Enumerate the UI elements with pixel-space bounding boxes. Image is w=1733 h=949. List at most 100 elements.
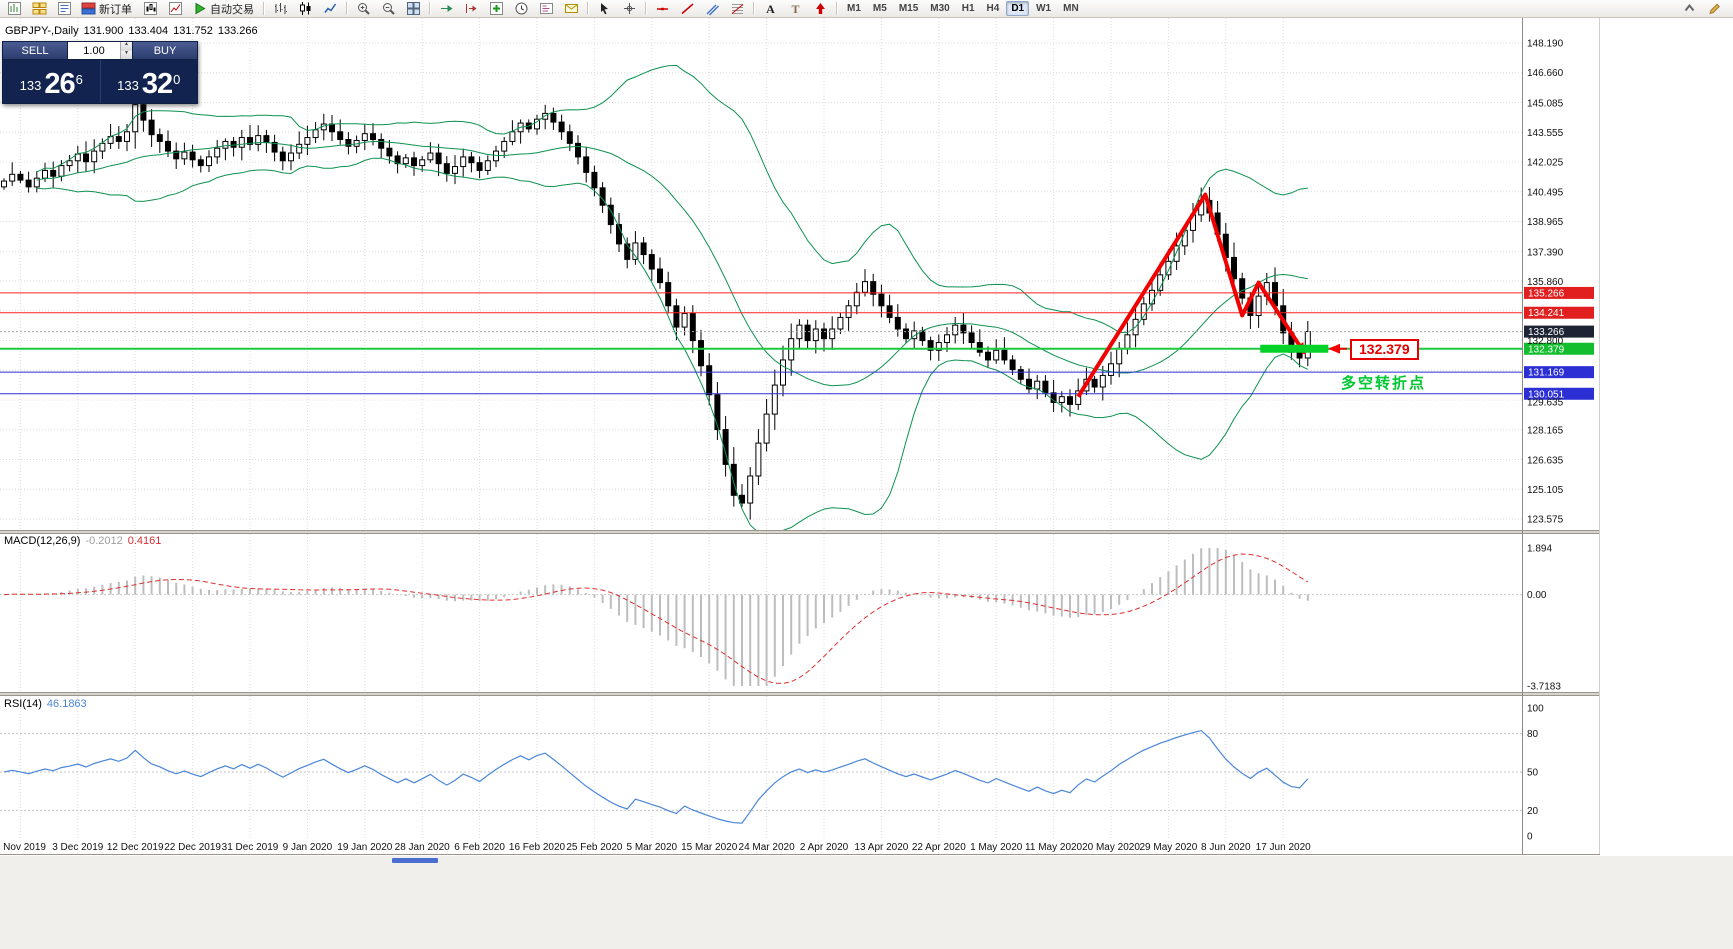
templates-button[interactable] [535,0,558,18]
grid-layer [0,18,1522,840]
text-label-icon: T [791,2,799,16]
auto-trading-button[interactable]: 自动交易 [189,0,259,18]
volume-value[interactable]: 1.00 [83,44,105,57]
svg-text:137.390: 137.390 [1527,247,1564,258]
marker-lines[interactable]: 135.266 134.241 133.266 132.379 131.169 130.0… [0,286,1594,400]
close-value: 133.266 [217,25,258,37]
rsi-header: RSI(14) 46.1863 [4,698,92,710]
fibonacci-icon [731,4,744,14]
timeframe-w1-button[interactable]: W1 [1036,3,1052,14]
highlight-bar[interactable] [1260,344,1329,353]
timeframe-h1-button[interactable]: H1 [961,3,975,14]
volume-up-icon[interactable]: ▲ [121,42,132,51]
h-scrollbar-thumb[interactable] [392,858,438,863]
macd-title: MACD(12,26,9) [4,535,81,547]
timeframe-d1-button[interactable]: D1 [1006,1,1030,16]
timeframe-m30-button[interactable]: M30 [930,3,950,14]
chart-ohlc-header: GBPJPY-,Daily 131.900 133.404 131.752 133.26… [5,25,263,37]
auto-scroll-button[interactable] [435,0,458,18]
new-order-label: 新订单 [99,3,132,16]
timeframe-m15-button[interactable]: M15 [898,3,919,14]
indicators-icon [490,2,503,15]
cursor-icon [601,3,608,15]
equidistant-channel-button[interactable] [701,0,724,18]
svg-text:T: T [791,2,799,16]
svg-text:2 Apr 2020: 2 Apr 2020 [800,842,849,853]
chart-window-icon [144,2,157,15]
svg-text:17 Jun 2020: 17 Jun 2020 [1256,842,1311,853]
zoom-out-button[interactable] [377,0,400,18]
svg-text:129.635: 129.635 [1527,397,1564,408]
buy-button[interactable]: BUY [132,41,198,60]
fibonacci-button[interactable] [726,0,749,18]
profiles-icon [32,2,47,15]
svg-text:1.894: 1.894 [1527,544,1552,555]
price-annotation-box[interactable]: 132.379 [1350,339,1419,360]
price-chart[interactable]: 135.266 134.241 133.266 132.379 131.169 130.0… [0,18,1733,949]
sell-button[interactable]: SELL [2,41,68,60]
sell-price[interactable]: 133 26 6 [3,60,101,103]
svg-text:131.169: 131.169 [1528,368,1565,379]
text-label-button[interactable]: T [784,0,807,18]
candlestick-chart-icon [300,2,311,15]
volume-field[interactable]: 1.00 ▲ ▼ [68,41,132,60]
indicators-button[interactable] [485,0,508,18]
volume-down-icon[interactable]: ▼ [121,50,132,59]
new-order-icon [81,2,96,15]
arrows-button[interactable] [809,0,832,18]
svg-text:132.800: 132.800 [1527,336,1564,347]
svg-text:16 Feb 2020: 16 Feb 2020 [509,842,566,853]
svg-text:128.165: 128.165 [1527,426,1564,437]
svg-text:138.965: 138.965 [1527,217,1564,228]
trendline-icon [681,3,694,15]
profiles-button[interactable] [28,0,51,18]
one-click-trading-panel: SELL 1.00 ▲ ▼ BUY 133 26 6 133 32 0 [2,41,198,104]
expand-button[interactable] [1678,0,1701,18]
chart-shift-button[interactable] [460,0,483,18]
timeframe-m1-button[interactable]: M1 [847,3,861,14]
svg-text:135.860: 135.860 [1527,277,1564,288]
chart-window-button[interactable] [139,0,162,18]
pane-splitter[interactable] [0,530,1600,534]
bar-chart-button[interactable] [269,0,292,18]
alerts-button[interactable] [560,0,583,18]
zoom-in-button[interactable] [352,0,375,18]
timeframe-mn-button[interactable]: MN [1063,3,1079,14]
svg-text:9 Jan 2020: 9 Jan 2020 [283,842,333,853]
svg-text:143.555: 143.555 [1527,128,1564,139]
svg-text:25 Feb 2020: 25 Feb 2020 [566,842,623,853]
timeframe-m5-button[interactable]: M5 [872,3,887,14]
price-axis: 148.190 146.660 145.085 143.555 142.025 140.4… [1527,39,1564,843]
macd-main-value: -0.2012 [85,535,123,547]
line-chart-button[interactable] [319,0,342,18]
buy-price-big: 32 [141,68,173,100]
volume-spinner[interactable]: ▲ ▼ [120,42,132,59]
timeframe-h4-button[interactable]: H4 [986,3,1000,14]
strategy-tester-button[interactable] [164,0,187,18]
trend-arrow[interactable] [1076,192,1307,398]
cursor-button[interactable] [593,0,616,18]
crosshair-button[interactable] [618,0,641,18]
horizontal-line-icon [657,7,668,11]
new-order-button[interactable]: 新订单 [78,0,137,18]
turning-point-label[interactable]: 多空转折点 [1341,375,1427,392]
auto-trading-icon [195,2,206,15]
rsi-title: RSI(14) [4,698,42,710]
periods-icon [515,2,528,15]
tile-windows-icon [407,2,420,15]
trendline-button[interactable] [676,0,699,18]
candlestick-chart-button[interactable] [294,0,317,18]
pencil-button[interactable] [1703,0,1726,18]
periods-button[interactable] [510,0,533,18]
buy-price[interactable]: 133 32 0 [101,60,198,103]
pane-splitter[interactable] [0,692,1600,696]
crosshair-icon [624,3,635,14]
charts-list-button[interactable] [53,0,76,18]
horizontal-line-button[interactable] [651,0,674,18]
new-chart-button[interactable] [3,0,26,18]
tile-windows-button[interactable] [402,0,425,18]
bar-chart-icon [275,3,287,14]
text-button[interactable]: A [759,0,782,18]
svg-text:3 Dec 2019: 3 Dec 2019 [52,842,104,853]
svg-text:19 Jan 2020: 19 Jan 2020 [337,842,392,853]
